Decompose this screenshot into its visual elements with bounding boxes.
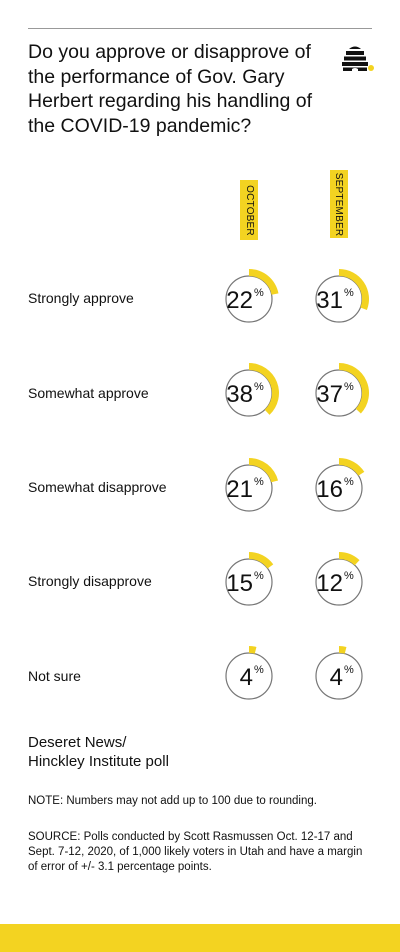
donut-value-label: 12	[316, 570, 343, 597]
beehive-icon	[342, 46, 374, 71]
donut-mark: 16%	[315, 458, 365, 512]
donut-mark: 21%	[225, 458, 279, 512]
donut-mark: 4%	[225, 646, 273, 700]
row-label-not-sure: Not sure	[28, 668, 81, 684]
column-header-september: SEPTEMBER	[330, 170, 348, 238]
donut-mark: 12%	[315, 552, 363, 606]
percent-sign: %	[254, 664, 264, 676]
donut-value-label: 15	[226, 570, 253, 597]
donut-arc	[339, 646, 347, 654]
donut-arc	[339, 458, 365, 476]
donut-arc	[249, 458, 279, 483]
percent-sign: %	[344, 570, 354, 582]
percent-sign: %	[344, 476, 354, 488]
donut-value-label: 37	[316, 381, 343, 408]
donut-value-label: 38	[226, 381, 253, 408]
chart-title: Do you approve or disapprove of the perf…	[28, 41, 313, 137]
donut-arc	[249, 363, 279, 415]
percent-sign: %	[344, 287, 354, 299]
percent-sign: %	[254, 476, 264, 488]
donut-value-label: 4	[330, 664, 343, 691]
top-rule	[28, 28, 372, 29]
source-note: SOURCE: Polls conducted by Scott Rasmuss…	[28, 831, 363, 874]
row-label-strongly-disapprove: Strongly disapprove	[28, 573, 152, 589]
donut-arc	[249, 646, 257, 654]
donut-value-label: 22	[226, 287, 253, 314]
donut-mark: 37%	[315, 363, 369, 417]
row-label-somewhat-disapprove: Somewhat disapprove	[28, 479, 167, 495]
donut-value-label: 4	[240, 664, 253, 691]
donut-arc	[249, 269, 279, 295]
bottom-accent-bar	[0, 924, 400, 952]
donut-arc	[339, 363, 369, 414]
donut-value-label: 21	[226, 476, 253, 503]
donut-arc	[339, 552, 360, 566]
rounding-note: NOTE: Numbers may not add up to 100 due …	[28, 795, 317, 807]
percent-sign: %	[254, 570, 264, 582]
row-label-somewhat-approve: Somewhat approve	[28, 385, 149, 401]
source-title-line: Hinckley Institute poll	[28, 753, 169, 770]
percent-sign: %	[344, 664, 354, 676]
donut-mark: 15%	[225, 552, 274, 606]
source-title: Deseret News/ Hinckley Institute poll	[28, 733, 373, 771]
row-label-strongly-approve: Strongly approve	[28, 290, 134, 306]
column-header-october: OCTOBER	[240, 180, 258, 240]
donut-mark: 4%	[315, 646, 363, 700]
donut-value-label: 31	[316, 287, 343, 314]
percent-sign: %	[254, 381, 264, 393]
percent-sign: %	[344, 381, 354, 393]
donut-value-label: 16	[316, 476, 343, 503]
donut-arc	[339, 269, 369, 311]
donut-arc	[249, 552, 274, 569]
donut-mark: 31%	[315, 269, 369, 323]
donut-mark: 22%	[225, 269, 279, 323]
source-title-line: Deseret News/	[28, 734, 127, 751]
donut-mark: 38%	[225, 363, 279, 417]
percent-sign: %	[254, 287, 264, 299]
